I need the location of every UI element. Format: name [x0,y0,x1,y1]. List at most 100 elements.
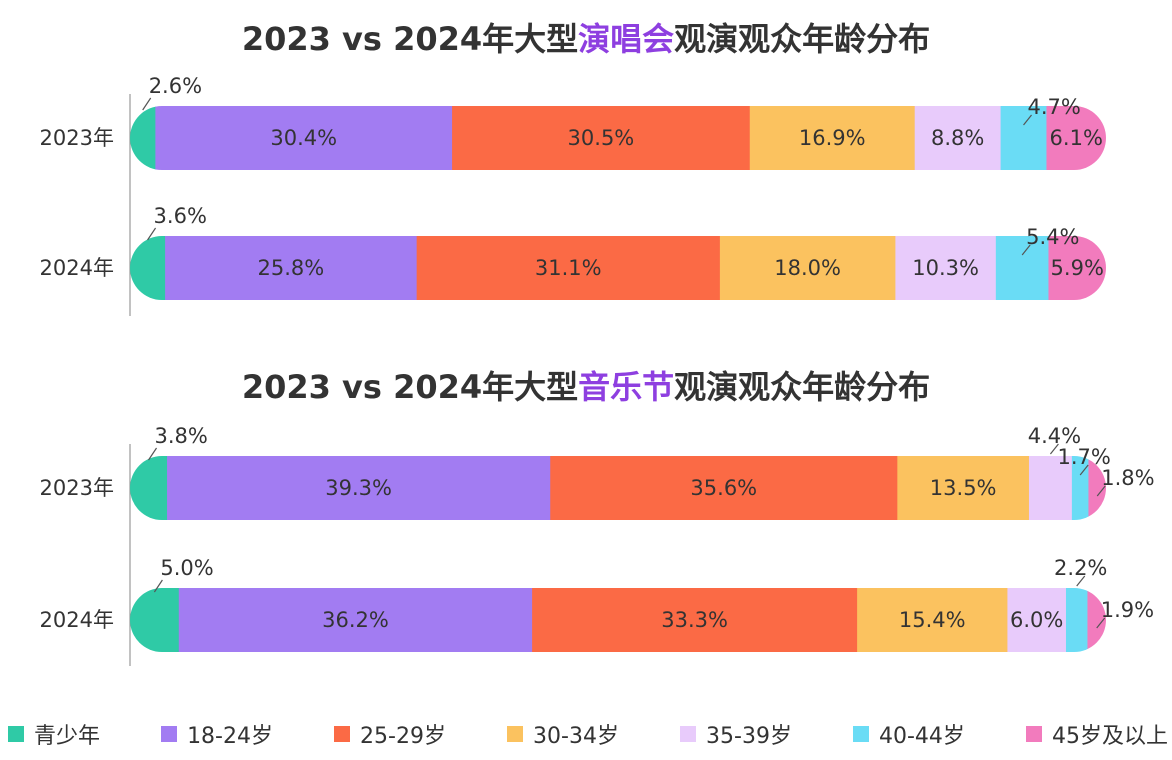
data-label-leader [1096,617,1106,629]
chart-legend: 青少年 18-24岁 25-29岁 30-34岁 35-39岁 40-44岁 4… [8,718,1168,750]
data-label-40-44: 5.4% [1026,225,1079,249]
bar-segment-35-39 [1007,588,1067,652]
data-label-30-34: 13.5% [930,476,997,500]
data-label-teen: 3.6% [154,204,207,228]
legend-item-40-44: 40-44岁 [853,718,965,750]
data-label-leader [1079,464,1089,476]
data-label-35-39: 4.4% [1028,424,1081,448]
data-label-leader [1076,575,1086,587]
data-label-leader [1049,443,1059,455]
data-label-leader [153,579,163,593]
chart-group-1: 2023年 3.8% 39.3% 35.6% 13.5% 4.4%1.7%1.8% 2024… [40,424,1155,666]
legend-item-30-34: 30-34岁 [507,718,619,750]
title-prefix: 2023 vs 2024年大型 [241,20,579,58]
legend-swatch [853,726,869,742]
legend-swatch [680,726,697,742]
bar-segment-18-24 [167,456,551,520]
data-label-leader [1021,244,1031,256]
data-label-45-plus: 1.9% [1101,598,1154,622]
data-label-25-29: 31.1% [535,256,602,280]
title-highlight: 音乐节 [578,368,675,406]
legend-label: 35-39岁 [706,724,792,749]
title-highlight: 演唱会 [578,20,675,58]
chart-title-festival: 2023 vs 2024年大型音乐节观演观众年龄分布 [0,362,1172,408]
bar-segment-30-34 [749,106,916,170]
bar-row [130,456,1106,520]
bar-segment-25-29 [416,236,721,300]
bar-row [130,106,1106,170]
data-label-18-24: 36.2% [322,608,389,632]
legend-swatch [1025,726,1042,742]
data-label-leader [147,227,157,241]
data-label-45-plus: 6.1% [1050,126,1103,150]
bar-segment-35-39 [914,106,1002,170]
data-label-40-44: 4.7% [1028,95,1081,119]
bar-segment-40-44 [1000,106,1047,170]
data-label-leader [148,447,158,461]
data-label-18-24: 25.8% [258,256,325,280]
legend-label: 18-24岁 [187,724,273,749]
category-label: 2024年 [40,256,114,280]
bar-row [130,588,1106,652]
legend-label: 40-44岁 [879,724,965,749]
bar-segment-teen [130,236,166,300]
bar-row [130,236,1106,300]
data-label-45-plus: 1.8% [1101,466,1154,490]
data-label-35-39: 6.0% [1010,608,1063,632]
legend-item-teen: 青少年 [8,718,100,750]
data-label-leader [1096,485,1106,497]
data-label-teen: 2.6% [149,74,202,98]
bar-segment-35-39 [895,236,997,300]
bar-segment-25-29 [532,588,858,652]
data-label-leader [1023,114,1032,126]
data-label-30-34: 15.4% [899,608,966,632]
bar-segment-45-plus [1087,588,1106,652]
data-label-25-29: 35.6% [690,476,757,500]
bar-segment-45-plus [1048,236,1106,300]
title-suffix: 观演观众年龄分布 [674,368,931,406]
bar-segment-teen [130,456,168,520]
data-label-teen: 5.0% [160,556,213,580]
stacked-bar-chart: 2023年 2.6% 30.4% 30.5% 16.9% 8.8% 6.1% 4.7% 2024… [40,74,1155,666]
data-label-30-34: 18.0% [774,256,841,280]
legend-swatch [334,726,351,742]
legend-label: 30-34岁 [533,724,619,749]
bar-segment-40-44 [1071,456,1089,520]
category-label: 2023年 [40,476,114,500]
bar-segment-25-29 [452,106,751,170]
legend-swatch [8,726,24,742]
bar-segment-18-24 [178,588,533,652]
data-label-35-39: 10.3% [912,256,979,280]
title-suffix: 观演观众年龄分布 [674,20,931,58]
data-label-teen: 3.8% [155,424,208,448]
bar-segment-40-44 [995,236,1049,300]
data-label-35-39: 8.8% [931,126,984,150]
data-label-25-29: 30.5% [568,126,635,150]
category-label: 2023年 [40,126,114,150]
bar-segment-40-44 [1065,588,1088,652]
data-label-45-plus: 5.9% [1051,256,1104,280]
legend-swatch [507,726,524,742]
title-prefix: 2023 vs 2024年大型 [241,368,579,406]
chart-group-0: 2023年 2.6% 30.4% 30.5% 16.9% 8.8% 6.1% 4.7% 2024… [40,74,1106,316]
bar-segment-30-34 [897,456,1030,520]
bar-segment-45-plus [1088,456,1106,520]
bar-segment-teen [130,588,180,652]
category-label: 2024年 [40,608,114,632]
data-label-30-34: 16.9% [799,126,866,150]
legend-item-25-29: 25-29岁 [334,718,446,750]
data-label-25-29: 33.3% [661,608,728,632]
legend-label: 青少年 [34,724,101,749]
bar-segment-30-34 [719,236,896,300]
bar-segment-30-34 [857,588,1008,652]
legend-item-45-plus: 45岁及以上 [1025,718,1168,750]
bar-segment-18-24 [155,106,453,170]
legend-swatch [161,726,178,742]
data-label-18-24: 30.4% [270,126,337,150]
bar-segment-35-39 [1028,456,1073,520]
data-label-40-44: 1.7% [1057,445,1110,469]
bar-segment-18-24 [165,236,418,300]
data-label-18-24: 39.3% [325,476,392,500]
data-label-40-44: 2.2% [1054,556,1107,580]
